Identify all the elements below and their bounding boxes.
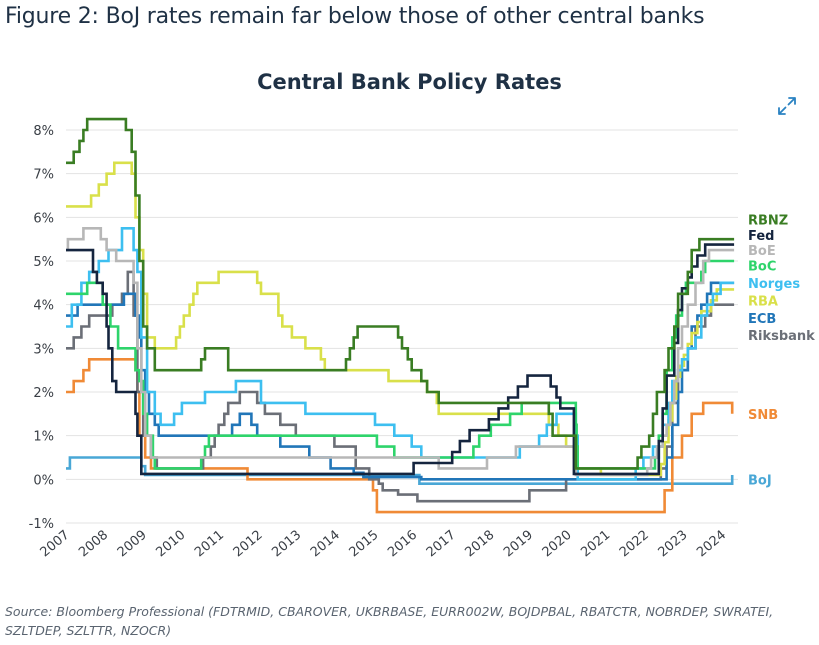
series-line-riksbank (66, 270, 735, 503)
y-tick-label: 0% (33, 473, 54, 488)
series-line-boj (66, 456, 734, 485)
legend-label-snb: SNB (748, 408, 778, 423)
legend-label-norges: Norges (748, 277, 800, 292)
y-tick-label: 8% (33, 124, 54, 139)
y-tick-label: 4% (33, 299, 54, 314)
x-tick-label: 2020 (540, 528, 575, 561)
series-line-rbnz (66, 117, 735, 470)
chart-title: Central Bank Policy Rates (257, 70, 562, 94)
y-tick-label: 5% (33, 255, 54, 270)
x-tick-label: 2012 (231, 528, 266, 561)
x-tick-label: 2014 (308, 528, 343, 561)
series-line-fed (66, 243, 735, 476)
x-tick-label: 2016 (385, 528, 420, 561)
x-tick-label: 2018 (462, 528, 497, 561)
x-tick-label: 2015 (347, 528, 382, 561)
series-line-norges (66, 227, 735, 481)
legend-label-boc: BoC (748, 259, 776, 274)
x-tick-label: 2017 (424, 528, 459, 561)
y-tick-label: 1% (33, 430, 54, 445)
x-tick-label: 2010 (153, 528, 188, 561)
policy-rates-chart: -1%0%1%2%3%4%5%6%7%8% 2007 2008 2009 2010 20… (29, 117, 815, 561)
expand-icon[interactable] (776, 95, 798, 117)
y-tick-label: 6% (33, 211, 54, 226)
x-tick-label: 2024 (694, 528, 729, 561)
series-line-boc (66, 259, 735, 470)
x-tick-label: 2019 (501, 528, 536, 561)
figure-title: Figure 2: BoJ rates remain far below tho… (5, 4, 705, 29)
legend-label-boj: BoJ (748, 473, 772, 488)
x-tick-label: 2013 (269, 528, 304, 561)
x-tick-label: 2011 (192, 528, 227, 561)
y-tick-label: -1% (29, 517, 54, 532)
legend-label-riksbank: Riksbank (748, 329, 815, 344)
legend-label-rba: RBA (748, 294, 778, 309)
series-line-snb (66, 358, 734, 514)
x-axis: 2007 2008 2009 2010 2011 2012 2013 2014 2015 2016… (38, 528, 730, 561)
series-line-rba (66, 161, 735, 477)
x-tick-label: 2021 (578, 528, 613, 561)
y-axis: -1% 0% 1% 2% 3% 4% 5% 6% 7% 8% (29, 124, 54, 532)
x-tick-label: 2008 (76, 528, 111, 561)
series-line-boe (66, 227, 735, 477)
y-tick-label: 3% (33, 342, 54, 357)
source-note: Source: Bloomberg Professional (FDTRMID,… (5, 604, 774, 638)
legend-label-boe: BoE (748, 244, 776, 259)
series-lines (66, 117, 735, 514)
x-tick-label: 2007 (38, 528, 73, 561)
legend-label-fed: Fed (748, 229, 774, 244)
y-tick-label: 2% (33, 386, 54, 401)
x-tick-label: 2009 (115, 528, 150, 561)
legend-label-rbnz: RBNZ (748, 214, 788, 229)
x-tick-label: 2022 (617, 528, 652, 561)
legend-label-ecb: ECB (748, 312, 776, 327)
x-tick-label: 2023 (656, 528, 691, 561)
y-tick-label: 7% (33, 168, 54, 183)
